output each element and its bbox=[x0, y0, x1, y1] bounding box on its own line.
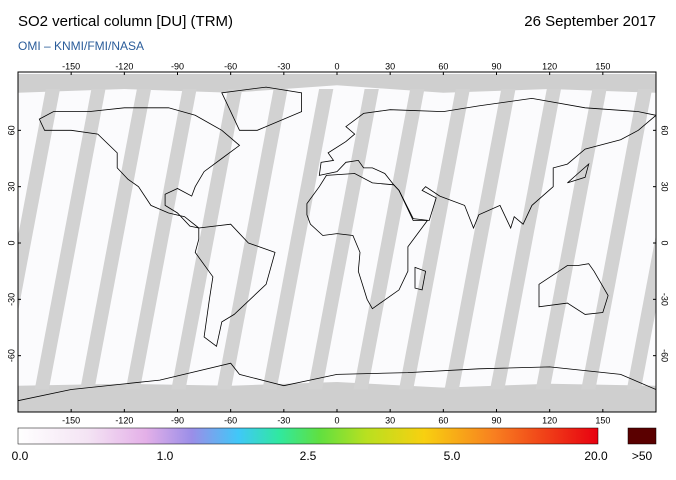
swath-gap bbox=[581, 89, 653, 390]
coastline bbox=[38, 107, 241, 229]
swath-gap bbox=[125, 89, 197, 390]
lon-tick-label-top: 0 bbox=[334, 61, 339, 71]
date: 26 September 2017 bbox=[524, 13, 656, 30]
lon-tick-label-bottom: 150 bbox=[595, 415, 610, 425]
source: OMI – KNMI/FMI/NASA bbox=[18, 39, 144, 53]
swath-gap bbox=[34, 89, 106, 390]
lat-tick-label-right: -30 bbox=[660, 293, 670, 306]
colorbar-label: 0.0 bbox=[12, 449, 29, 463]
lon-tick-label-bottom: 120 bbox=[542, 415, 557, 425]
lon-tick-label-top: -90 bbox=[171, 61, 184, 71]
lon-tick-label-bottom: -90 bbox=[171, 415, 184, 425]
title: SO2 vertical column [DU] (TRM) bbox=[18, 13, 233, 30]
colorbar-label: 5.0 bbox=[444, 449, 461, 463]
lat-tick-label-right: -60 bbox=[660, 349, 670, 362]
swath-gap bbox=[18, 89, 60, 312]
lon-tick-label-top: 120 bbox=[542, 61, 557, 71]
lon-tick-label-bottom: 60 bbox=[438, 415, 448, 425]
lat-tick-label-left: 0 bbox=[6, 240, 16, 245]
lon-tick-label-bottom: -60 bbox=[224, 415, 237, 425]
lon-tick-label-bottom: -30 bbox=[277, 415, 290, 425]
swath-gap bbox=[490, 89, 561, 390]
lat-tick-label-right: 0 bbox=[660, 240, 670, 245]
polar-gap bbox=[18, 74, 656, 93]
lon-tick-label-top: -60 bbox=[224, 61, 237, 71]
lon-tick-label-bottom: 90 bbox=[491, 415, 501, 425]
coastline bbox=[306, 173, 429, 310]
map bbox=[18, 72, 656, 412]
lon-tick-label-top: -150 bbox=[62, 61, 80, 71]
swath-gap bbox=[444, 89, 516, 390]
swath-gap bbox=[353, 89, 425, 390]
swath-gap bbox=[80, 89, 152, 390]
coastline bbox=[18, 362, 656, 412]
colorbar bbox=[17, 427, 599, 445]
colorbar-label: 20.0 bbox=[584, 449, 608, 463]
coastline bbox=[221, 86, 303, 131]
coastline bbox=[414, 266, 427, 291]
colorbar-label: >50 bbox=[632, 449, 653, 463]
lat-tick-label-right: 30 bbox=[660, 182, 670, 192]
polar-gap bbox=[18, 382, 656, 412]
lon-tick-label-top: 90 bbox=[491, 61, 501, 71]
lon-tick-label-bottom: 0 bbox=[334, 415, 339, 425]
lat-tick-label-left: 30 bbox=[6, 182, 16, 192]
coastline bbox=[538, 263, 609, 315]
colorbar-overflow bbox=[627, 427, 657, 445]
lon-tick-label-top: 150 bbox=[595, 61, 610, 71]
coastline bbox=[194, 223, 276, 347]
lon-tick-label-top: 60 bbox=[438, 61, 448, 71]
lat-tick-label-right: 60 bbox=[660, 125, 670, 135]
colorbar-label: 2.5 bbox=[300, 449, 317, 463]
lat-tick-label-left: 60 bbox=[6, 125, 16, 135]
lon-tick-label-bottom: -150 bbox=[62, 415, 80, 425]
lon-tick-label-bottom: -120 bbox=[115, 415, 133, 425]
lon-tick-label-top: -30 bbox=[277, 61, 290, 71]
lat-tick-label-left: -60 bbox=[6, 349, 16, 362]
coastline bbox=[567, 162, 590, 184]
swath-gap bbox=[262, 89, 334, 390]
swath-gap bbox=[626, 234, 656, 390]
lat-tick-label-left: -30 bbox=[6, 293, 16, 306]
swath-gap bbox=[399, 89, 470, 390]
lon-tick-label-bottom: 30 bbox=[385, 415, 395, 425]
swath-gap bbox=[171, 89, 243, 390]
lon-tick-label-top: 30 bbox=[385, 61, 395, 71]
colorbar-label: 1.0 bbox=[157, 449, 174, 463]
lon-tick-label-top: -120 bbox=[115, 61, 133, 71]
